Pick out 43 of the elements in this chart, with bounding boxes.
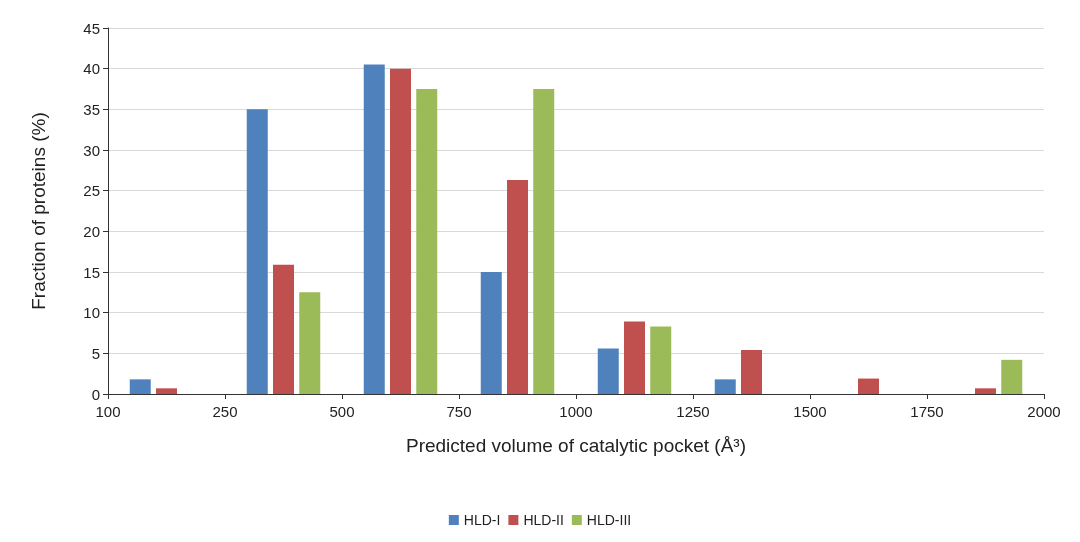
y-tick-label: 40 <box>83 60 100 78</box>
y-tick-label: 10 <box>83 304 100 322</box>
text: 1250 <box>676 403 710 420</box>
bar <box>507 180 528 394</box>
bar <box>246 109 268 394</box>
legend-label: HLD-I <box>463 512 501 528</box>
y-axis-title: Fraction of proteins (%) <box>28 112 49 310</box>
text: 1750 <box>910 403 944 420</box>
bar <box>156 388 177 394</box>
y-tick-label: 25 <box>83 182 100 200</box>
bar <box>416 89 438 394</box>
y-tick-label: 30 <box>83 141 100 159</box>
bar <box>650 326 672 394</box>
bar <box>975 388 996 394</box>
legend-label: HLD-III <box>586 512 632 528</box>
legend-label: HLD-II <box>523 512 564 528</box>
bar <box>597 348 619 394</box>
y-tick-label: 35 <box>83 100 100 118</box>
x-axis-title: Predicted volume of catalytic pocket (Å³) <box>405 435 747 456</box>
bar <box>714 379 736 394</box>
text: 2000 <box>1027 403 1061 420</box>
y-tick-label: 20 <box>83 222 100 240</box>
bar <box>624 321 645 394</box>
bar <box>273 264 294 394</box>
bar <box>741 350 762 394</box>
bar <box>299 292 321 394</box>
text: 1000 <box>559 403 593 420</box>
bar <box>1001 359 1023 394</box>
bar <box>533 89 555 394</box>
bar <box>480 272 502 394</box>
text: 750 <box>446 403 472 420</box>
bar <box>129 379 151 394</box>
y-tick-label: 0 <box>91 385 100 403</box>
y-tick-label: 5 <box>91 344 100 362</box>
bar <box>363 64 385 394</box>
text: 500 <box>329 403 355 420</box>
bar <box>390 68 411 394</box>
text: 250 <box>212 403 238 420</box>
text: 100 <box>95 403 121 420</box>
bar <box>858 378 879 394</box>
text: 1500 <box>793 403 827 420</box>
y-tick-label: 15 <box>83 263 100 281</box>
y-tick-label: 45 <box>83 19 100 37</box>
